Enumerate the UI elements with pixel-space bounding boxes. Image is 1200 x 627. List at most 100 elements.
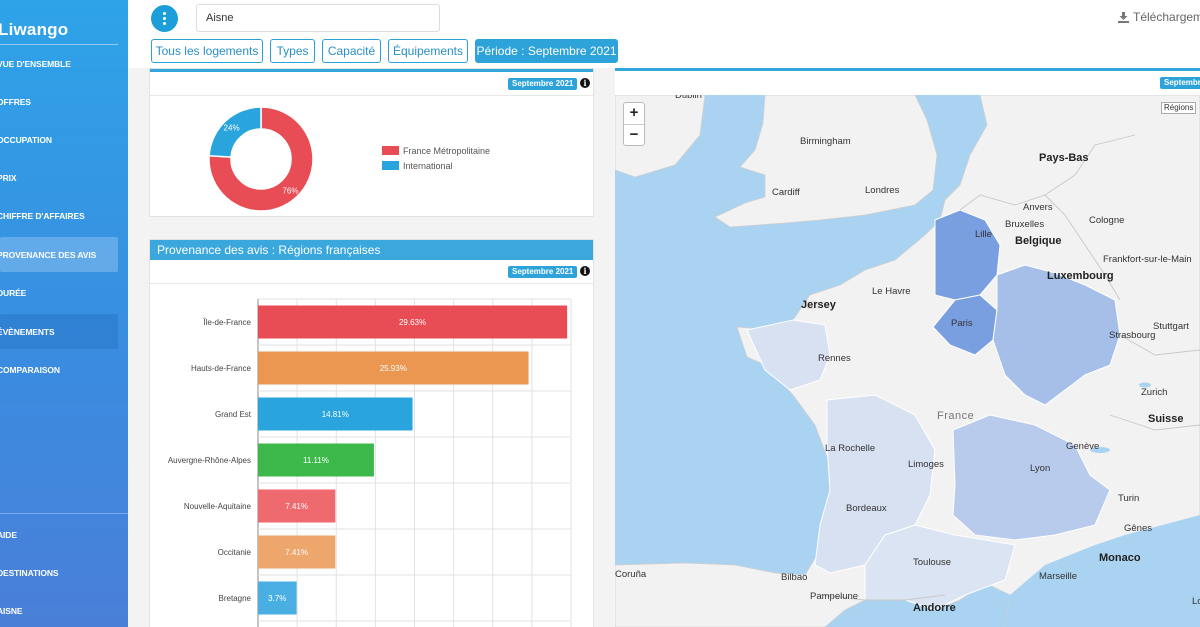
- map-place-label: Marseille: [1039, 571, 1078, 582]
- sidebar-item-label: PROVENANCE DES AVIS: [0, 249, 97, 260]
- map-place-label: Luxembourg: [1047, 270, 1114, 282]
- map-place-label: Anvers: [1023, 202, 1053, 213]
- map-place-label: Cologne: [1089, 215, 1125, 226]
- map-place-label: Bordeaux: [846, 503, 887, 514]
- category-label: Grand Est: [215, 410, 252, 419]
- region-bar-chart: 29.63% Île-de-France 25.93% Hauts-de-France…: [168, 298, 572, 627]
- legend-label-france: France Métropolitaine: [403, 146, 491, 156]
- bar-value-label: 7.41%: [285, 502, 308, 511]
- map-place-label: Gênes: [1124, 523, 1152, 534]
- period-badge: Septembre 2021: [508, 266, 578, 278]
- sidebar-divider: [0, 513, 128, 514]
- bar-value-label: 7.41%: [285, 548, 308, 557]
- sidebar: Liwango VUE D'ENSEMBLE OFFRES OCCUPATION PR…: [0, 0, 128, 627]
- legend-item-international: International: [382, 161, 453, 171]
- filter-types-button[interactable]: Types: [270, 39, 315, 63]
- info-icon[interactable]: i: [580, 266, 590, 276]
- zoom-in-button[interactable]: +: [629, 104, 639, 121]
- bar[interactable]: [258, 535, 336, 569]
- sidebar-item[interactable]: OFFRES: [0, 84, 118, 119]
- destination-search-input[interactable]: Aisne: [196, 4, 440, 32]
- donut-slice-label: 76%: [282, 186, 298, 195]
- pie-card: Septembre 2021 i 76% 24% France Métropoli…: [149, 68, 594, 217]
- sidebar-item-label: ÉVÈNEMENTS: [0, 326, 55, 337]
- sidebar-item[interactable]: VUE D'ENSEMBLE: [0, 46, 118, 81]
- brand-divider: [0, 44, 118, 45]
- category-label: Bretagne: [219, 594, 252, 603]
- card-divider: [150, 283, 593, 284]
- donut-chart: 76% 24%: [208, 106, 314, 212]
- bar[interactable]: [258, 581, 297, 615]
- map-place-label: Birmingham: [800, 136, 851, 147]
- bar[interactable]: [258, 489, 336, 523]
- sidebar-item[interactable]: COMPARAISON: [0, 352, 118, 387]
- map-place-label: Strasbourg: [1109, 330, 1156, 341]
- category-label: Hauts-de-France: [191, 364, 252, 373]
- bar[interactable]: [258, 305, 568, 339]
- sidebar-item[interactable]: CHIFFRE D'AFFAIRES: [0, 198, 118, 233]
- map-place-label: Bruxelles: [1005, 219, 1045, 230]
- bar-value-label: 3.7%: [268, 594, 286, 603]
- donut-slice[interactable]: [208, 106, 262, 158]
- map-place-label: Zurich: [1141, 387, 1168, 398]
- map-place-label: La Rochelle: [825, 443, 876, 454]
- donut-slice[interactable]: [208, 106, 314, 212]
- map-period-badge: Septembre: [1160, 77, 1200, 89]
- info-icon[interactable]: i: [580, 78, 590, 88]
- sidebar-bottom-item[interactable]: DESTINATIONS: [0, 555, 118, 590]
- filter-all-housing-button[interactable]: Tous les logements: [151, 39, 263, 63]
- sidebar-item-label: COMPARAISON: [0, 364, 60, 375]
- download-icon: [1118, 12, 1129, 23]
- map-geography: [615, 95, 1200, 627]
- sidebar-item-label: CHIFFRE D'AFFAIRES: [0, 210, 85, 221]
- filter-period-button[interactable]: Période : Septembre 2021: [475, 39, 618, 63]
- sidebar-item-label: PRIX: [0, 172, 17, 183]
- sidebar-item[interactable]: ÉVÈNEMENTS: [0, 314, 118, 349]
- sidebar-item-label: OCCUPATION: [0, 134, 52, 145]
- map-place-label: Lyon: [1030, 463, 1051, 474]
- legend-item-france: France Métropolitaine: [382, 146, 490, 156]
- sidebar-item[interactable]: PROVENANCE DES AVIS: [0, 237, 118, 272]
- download-link[interactable]: Téléchargeme: [1118, 10, 1200, 24]
- category-label: Auvergne-Rhône-Alpes: [168, 456, 251, 465]
- bar[interactable]: [258, 397, 413, 431]
- map-place-label: Londres: [865, 185, 900, 196]
- bar-card: Provenance des avis : Régions françaises…: [149, 239, 594, 627]
- map-place-label: Andorre: [913, 602, 956, 614]
- menu-button[interactable]: [151, 5, 178, 32]
- map-place-label: Dublin: [675, 95, 702, 101]
- region-layer-tag[interactable]: Régions: [1161, 102, 1197, 114]
- sidebar-item-label: DESTINATIONS: [0, 567, 59, 578]
- sidebar-item[interactable]: DURÉE: [0, 275, 118, 310]
- map-place-label: Turin: [1118, 493, 1140, 504]
- map-place-label: Pampelune: [810, 591, 859, 602]
- sidebar-bottom-item[interactable]: AISNE: [0, 593, 118, 627]
- zoom-out-button[interactable]: −: [629, 126, 639, 143]
- more-vertical-icon: [163, 12, 166, 25]
- map-panel: Septembre: [615, 68, 1200, 627]
- map-place-label: Paris: [951, 318, 973, 329]
- bar-value-label: 11.11%: [303, 456, 329, 465]
- sidebar-item[interactable]: PRIX: [0, 160, 118, 195]
- map-canvas[interactable]: Dublin Birmingham Cardiff Londres Pays-Bas Br…: [615, 95, 1200, 627]
- filter-equipment-button[interactable]: Équipements: [388, 39, 468, 63]
- bar[interactable]: [258, 443, 374, 477]
- map-place-label: Toulouse: [913, 557, 952, 568]
- map-place-label: Stuttgart: [1153, 321, 1189, 332]
- map-place-label: Limoges: [908, 459, 944, 470]
- donut-slice-label: 24%: [224, 124, 240, 133]
- map-place-label: Genève: [1066, 441, 1100, 452]
- brand-logo[interactable]: Liwango: [0, 20, 69, 39]
- bar[interactable]: [258, 351, 529, 385]
- sidebar-item-label: AISNE: [0, 605, 23, 616]
- sidebar-bottom-item[interactable]: AIDE: [0, 517, 118, 552]
- card-topline: [615, 68, 1200, 71]
- filter-capacity-button[interactable]: Capacité: [322, 39, 381, 63]
- legend-label-international: International: [403, 161, 453, 171]
- period-badge: Septembre 2021: [508, 78, 578, 90]
- sidebar-item[interactable]: OCCUPATION: [0, 122, 118, 157]
- sidebar-item-label: OFFRES: [0, 96, 31, 107]
- card-topline: [150, 69, 593, 72]
- map-place-label: Bilbao: [781, 572, 808, 583]
